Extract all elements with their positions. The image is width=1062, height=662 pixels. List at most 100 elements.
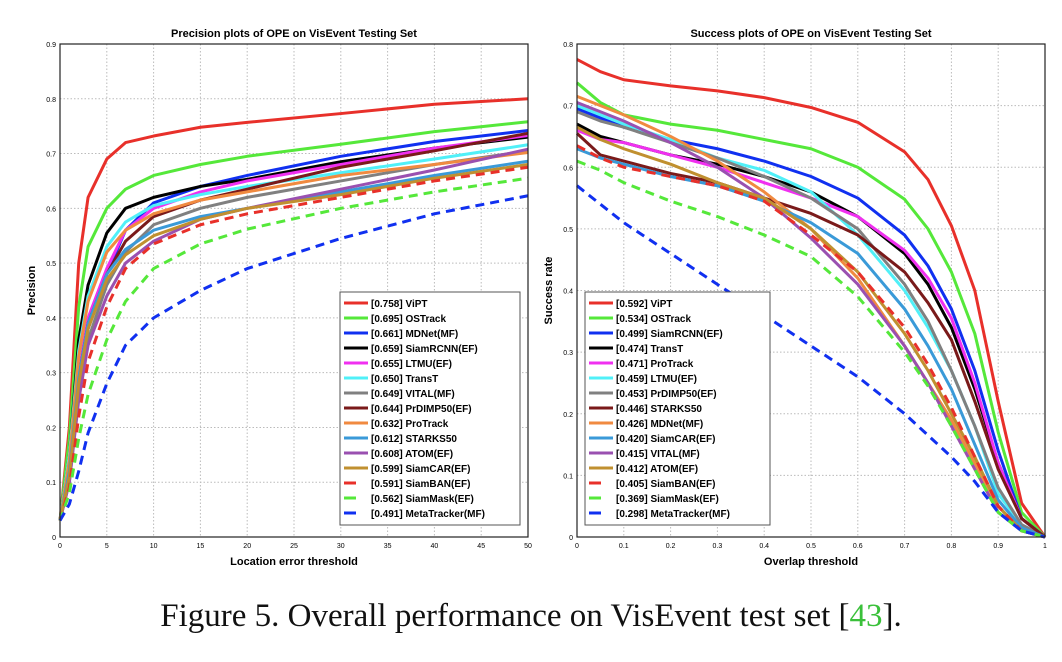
legend: [0.758] ViPT [0.695] OSTrack [0.661] MDNet… <box>339 291 521 526</box>
chart-title: Precision plots of OPE on VisEvent Testi… <box>171 28 417 40</box>
legend-entry: [0.644] PrDIMP50(EF) <box>371 404 472 415</box>
chart-1: 0 0.1 0.2 0.3 0.4 0.5 0.6 0.7 0.8 0.9 1 0 0.1 0.2 0.3 0… <box>543 28 1047 568</box>
x-tick-label: 15 <box>197 543 205 550</box>
legend-entry: [0.650] TransT <box>371 374 438 385</box>
series-line <box>58 120 529 521</box>
x-tick-label: 25 <box>290 543 298 550</box>
x-axis-label: Location error threshold <box>230 556 358 568</box>
series-line <box>576 147 1046 539</box>
series-line <box>575 132 1046 539</box>
legend-entry: [0.608] ATOM(EF) <box>371 449 453 460</box>
x-tick-label: 50 <box>524 543 532 550</box>
legend-entry: [0.632] ProTrack <box>371 419 449 430</box>
legend-entry: [0.655] LTMU(EF) <box>371 359 452 370</box>
legend-entry: [0.415] VITAL(MF) <box>616 449 700 460</box>
legend-entry: [0.499] SiamRCNN(EF) <box>616 329 723 340</box>
y-tick-label: 0 <box>52 535 56 542</box>
x-tick-label: 0.4 <box>759 543 769 550</box>
series-line <box>58 165 529 521</box>
y-tick-label: 0.3 <box>46 371 56 378</box>
x-tick-label: 0 <box>575 543 579 550</box>
legend-entry: [0.405] SiamBAN(EF) <box>616 479 715 490</box>
legend-entry: [0.612] STARKS50 <box>371 434 457 445</box>
y-tick-label: 0.4 <box>46 316 56 323</box>
legend-entry: [0.453] PrDIMP50(EF) <box>616 389 717 400</box>
series-line <box>58 194 529 522</box>
legend-entry: [0.412] ATOM(EF) <box>616 464 698 475</box>
y-tick-label: 0.7 <box>563 104 573 111</box>
legend-entry: [0.446] STARKS50 <box>616 404 702 415</box>
series-line <box>576 159 1046 539</box>
legend-entry: [0.426] MDNet(MF) <box>616 419 703 430</box>
x-tick-label: 40 <box>431 543 439 550</box>
legend-entry: [0.599] SiamCAR(EF) <box>371 464 470 475</box>
y-tick-label: 0.7 <box>46 152 56 159</box>
x-tick-label: 0.6 <box>853 543 863 550</box>
legend-entry: [0.562] SiamMask(EF) <box>371 494 474 505</box>
legend-entry: [0.474] TransT <box>616 344 683 355</box>
x-tick-label: 5 <box>105 543 109 550</box>
series-line <box>576 144 1046 539</box>
x-tick-label: 0.7 <box>900 543 910 550</box>
legend-entry: [0.649] VITAL(MF) <box>371 389 455 400</box>
x-tick-label: 0.5 <box>806 543 816 550</box>
legend-box <box>339 291 521 526</box>
x-tick-label: 20 <box>243 543 251 550</box>
legend-entry: [0.459] LTMU(EF) <box>616 374 697 385</box>
x-tick-label: 0.8 <box>947 543 957 550</box>
x-axis-label: Overlap threshold <box>764 556 858 568</box>
y-tick-label: 0.2 <box>563 412 573 419</box>
series-line <box>576 184 1046 539</box>
legend-box <box>584 291 771 526</box>
y-tick-label: 0.5 <box>46 261 56 268</box>
y-axis-label: Precision <box>26 265 38 315</box>
figure-caption: Figure 5. Overall performance on VisEven… <box>0 598 1062 635</box>
x-tick-label: 35 <box>384 543 392 550</box>
legend-entry: [0.534] OSTrack <box>616 314 691 325</box>
x-tick-label: 1 <box>1043 543 1047 550</box>
chart-0: 0 5 10 15 20 25 30 35 40 45 50 0 0.1 0.2 0.3 0.4 0.5 0.6 0… <box>26 28 532 568</box>
y-axis-label: Success rate <box>543 257 555 325</box>
y-tick-label: 0.2 <box>46 425 56 432</box>
y-tick-label: 0.1 <box>563 473 573 480</box>
legend-entry: [0.659] SiamRCNN(EF) <box>371 344 478 355</box>
series-line <box>576 81 1047 539</box>
x-tick-label: 0 <box>58 543 62 550</box>
x-tick-label: 0.9 <box>993 543 1003 550</box>
legend-entry: [0.591] SiamBAN(EF) <box>371 479 470 490</box>
legend-entry: [0.695] OSTrack <box>371 314 446 325</box>
x-tick-label: 10 <box>150 543 158 550</box>
plot-frame <box>59 43 529 538</box>
legend: [0.592] ViPT [0.534] OSTrack [0.499] SiamR… <box>584 291 771 526</box>
series-line <box>58 163 529 521</box>
legend-entry: [0.758] ViPT <box>371 299 428 310</box>
series-line <box>576 110 1046 539</box>
chart-title: Success plots of OPE on VisEvent Testing… <box>690 28 931 40</box>
legend-entry: [0.592] ViPT <box>616 299 673 310</box>
plot-frame <box>576 43 1046 538</box>
y-tick-label: 0.9 <box>46 42 56 49</box>
legend-entry: [0.298] MetaTracker(MF) <box>616 509 730 520</box>
legend-entry: [0.471] ProTrack <box>616 359 694 370</box>
caption-reference-link[interactable]: 43 <box>849 598 883 634</box>
legend-entry: [0.491] MetaTracker(MF) <box>371 509 485 520</box>
x-tick-label: 0.3 <box>713 543 723 550</box>
y-tick-label: 0.3 <box>563 350 573 357</box>
caption-end: ]. <box>882 598 902 634</box>
series-line <box>58 150 529 521</box>
x-tick-label: 45 <box>477 543 485 550</box>
series-line <box>58 176 529 522</box>
y-tick-label: 0.4 <box>563 289 573 296</box>
legend-entry: [0.661] MDNet(MF) <box>371 329 458 340</box>
y-tick-label: 0 <box>569 535 573 542</box>
series-line <box>58 97 529 521</box>
x-tick-label: 0.1 <box>619 543 629 550</box>
series-line <box>576 128 1046 539</box>
y-tick-label: 0.6 <box>46 206 56 213</box>
y-tick-label: 0.1 <box>46 480 56 487</box>
legend-entry: [0.369] SiamMask(EF) <box>616 494 719 505</box>
x-tick-label: 0.2 <box>666 543 676 550</box>
caption-text: Figure 5. Overall performance on VisEven… <box>160 598 850 634</box>
x-tick-label: 30 <box>337 543 345 550</box>
y-tick-label: 0.8 <box>563 42 573 49</box>
